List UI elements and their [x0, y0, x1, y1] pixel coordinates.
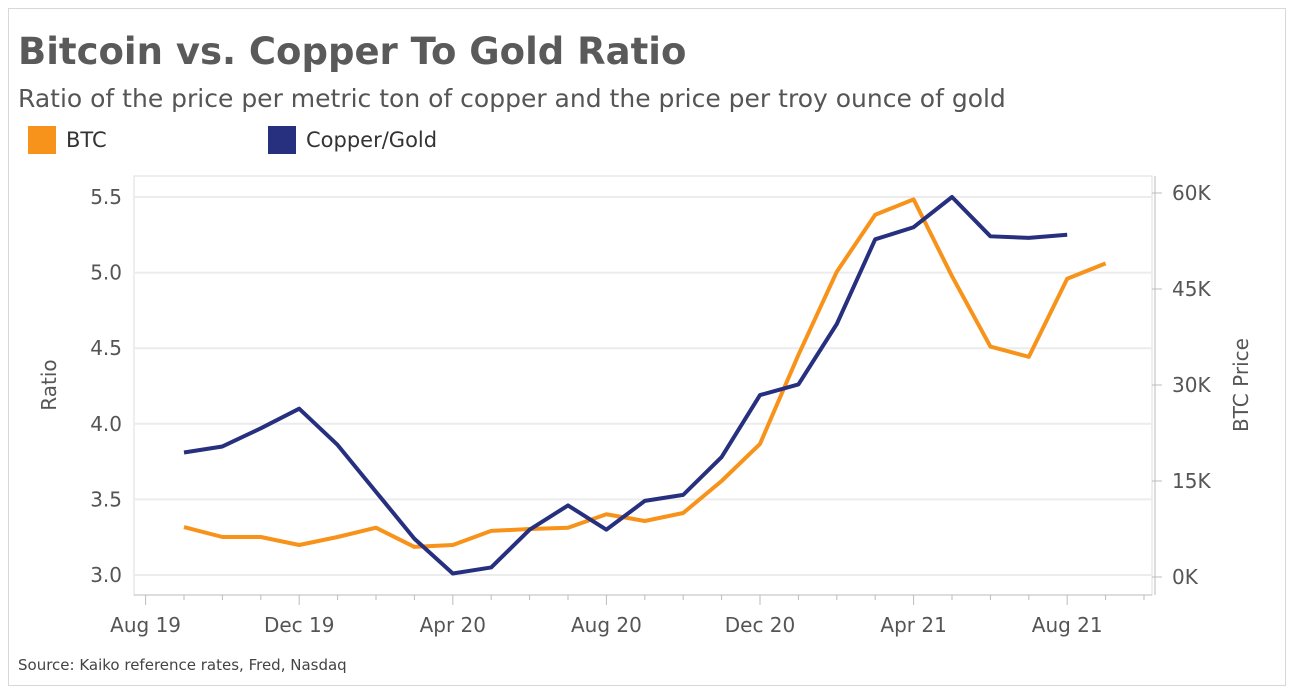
x-tick-label: Apr 20 — [420, 613, 486, 637]
x-tick-label: Dec 20 — [725, 613, 796, 637]
legend-label-btc: BTC — [66, 128, 107, 152]
x-tick-label: Dec 19 — [264, 613, 335, 637]
x-tick-label: Apr 21 — [880, 613, 946, 637]
y-tick-label: 3.0 — [90, 563, 122, 587]
y-tick-label: 4.5 — [90, 336, 122, 360]
y-tick-label: 4.0 — [90, 412, 122, 436]
x-tick-label: Aug 19 — [110, 613, 181, 637]
series-line-btc — [183, 197, 1107, 549]
legend-item-btc[interactable]: BTC — [28, 126, 107, 154]
y2-tick-label: 0K — [1172, 565, 1199, 589]
series-line-copper-gold — [183, 195, 1068, 576]
x-tick-label: Aug 20 — [571, 613, 642, 637]
chart-frame — [8, 8, 1286, 686]
y2-tick-label: 60K — [1172, 181, 1211, 205]
legend-label-copper-gold: Copper/Gold — [306, 128, 438, 152]
y-tick-label: 5.5 — [90, 185, 122, 209]
source-note: Source: Kaiko reference rates, Fred, Nas… — [18, 656, 347, 674]
y-tick-label: 3.5 — [90, 487, 122, 511]
legend-item-copper-gold[interactable]: Copper/Gold — [268, 126, 437, 154]
chart-title: Bitcoin vs. Copper To Gold Ratio — [18, 30, 687, 73]
y2-tick-label: 15K — [1172, 469, 1211, 493]
chart-subtitle: Ratio of the price per metric ton of cop… — [18, 84, 1006, 113]
x-tick-label: Aug 21 — [1032, 613, 1103, 637]
legend-swatch-copper-gold — [268, 126, 296, 154]
legend-swatch-btc — [28, 126, 56, 154]
y-axis-title: Ratio — [37, 359, 61, 410]
y2-tick-label: 45K — [1172, 277, 1211, 301]
y-tick-label: 5.0 — [90, 261, 122, 285]
y2-tick-label: 30K — [1172, 373, 1211, 397]
y2-axis-title: BTC Price — [1229, 338, 1253, 432]
plot-area — [133, 175, 1153, 596]
